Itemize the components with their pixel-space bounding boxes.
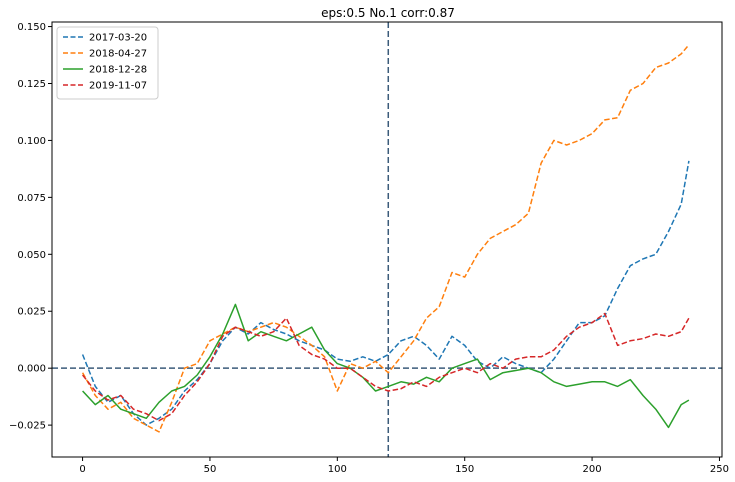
x-tick-label: 150 [455,464,474,475]
series-line-2018-04-27 [81,44,690,433]
legend-label: 2017-03-20 [89,33,147,44]
y-tick-label: 0.100 [17,136,46,147]
legend-label: 2019-11-07 [89,81,147,92]
legend-label: 2018-04-27 [89,49,147,60]
y-tick-label: 0.050 [17,250,46,261]
y-tick-label: 0.150 [17,22,46,33]
series-line-2018-12-28 [82,303,690,429]
plot-frame [51,21,723,458]
series-group [81,44,690,433]
y-tick-label: −0.025 [9,421,46,432]
y-tick-label: 0.075 [17,193,46,204]
legend-label: 2018-12-28 [89,65,147,76]
x-tick-label: 100 [328,464,347,475]
x-tick-label: 0 [79,464,85,475]
y-tick-label: 0.025 [17,307,46,318]
x-tick-label: 250 [710,464,729,475]
y-tick-label: 0.000 [17,364,46,375]
series-line-2019-11-07 [82,312,690,422]
series-line-2017-03-20 [81,160,690,426]
legend-box [56,26,159,100]
x-tick-label: 200 [583,464,602,475]
x-tick-label: 50 [204,464,217,475]
chart-title: eps:0.5 No.1 corr:0.87 [321,6,455,20]
y-tick-label: 0.125 [17,79,46,90]
